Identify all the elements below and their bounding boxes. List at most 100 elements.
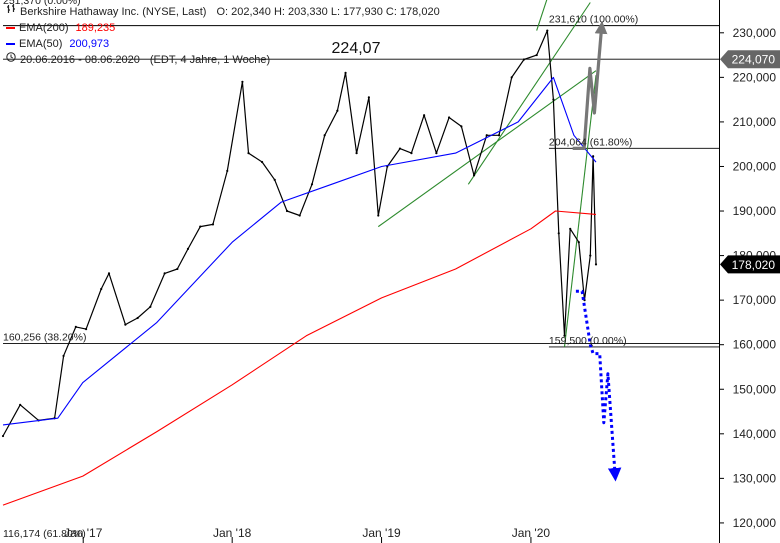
price-point	[298, 214, 301, 217]
y-tick-label: 130,000	[733, 471, 777, 485]
price-point	[136, 316, 139, 320]
chart-legend: Berkshire Hathaway Inc. (NYSE, Last) O: …	[6, 4, 440, 68]
price-point	[273, 178, 276, 181]
price-point	[563, 334, 566, 337]
price-point	[1, 434, 5, 438]
price-point	[435, 152, 438, 155]
legend-ema50-label: EMA(50)	[19, 38, 63, 50]
price-point	[535, 53, 538, 57]
price-point	[410, 152, 413, 155]
annotation-label: 159,500 (0.00%)	[549, 335, 627, 347]
price-point	[149, 305, 152, 308]
price-point	[74, 325, 77, 328]
price-point	[577, 241, 580, 244]
trendline	[536, 0, 548, 31]
price-point	[569, 227, 572, 230]
price-point	[423, 114, 426, 117]
trendline	[563, 75, 597, 347]
price-point	[176, 267, 179, 271]
price-point	[84, 328, 88, 331]
ema200-swatch	[6, 27, 15, 29]
price-point	[107, 272, 111, 275]
annotation-label: 160,256 (38.20%)	[3, 332, 86, 344]
x-tick-label: Jan '19	[362, 526, 401, 540]
y-tick-label: 220,000	[733, 70, 777, 84]
price-point	[594, 263, 598, 266]
bullish-scenario-arrow	[572, 20, 608, 150]
price-point	[247, 152, 250, 155]
price-point	[546, 29, 549, 32]
price-point	[557, 232, 560, 235]
price-point	[589, 254, 592, 257]
annotation-label: 224,07	[332, 40, 381, 57]
legend-ohlc: O: 202,340 H: 203,330 L: 177,930 C: 178,…	[216, 6, 440, 18]
price-point	[497, 134, 501, 137]
legend-ema200-label: EMA(200)	[19, 22, 69, 34]
price-point	[460, 125, 463, 128]
price-point	[241, 80, 244, 83]
trendline	[467, 2, 591, 185]
legend-title-row: Berkshire Hathaway Inc. (NYSE, Last) O: …	[6, 4, 440, 20]
price-line	[2, 30, 597, 437]
y-tick-label: 230,000	[733, 26, 777, 40]
legend-ema50-value: 200,973	[69, 38, 110, 50]
price-point	[199, 225, 202, 228]
price-point	[226, 169, 229, 173]
price-point	[19, 403, 22, 406]
price-point	[447, 116, 451, 119]
price-point	[472, 174, 476, 177]
price-point	[124, 323, 127, 326]
legend-ema50-row: EMA(50) 200,973	[6, 36, 440, 52]
x-tick-label: Jan '18	[213, 526, 252, 540]
annotation-label: 116,174 (61.80%)	[3, 528, 86, 540]
y-tick-label: 150,000	[733, 382, 777, 396]
price-point	[367, 96, 370, 99]
price-point	[211, 223, 215, 226]
y-tick-label: 200,000	[733, 159, 777, 173]
price-point	[377, 214, 380, 217]
ema50-line	[2, 76, 597, 426]
ema50-swatch	[6, 43, 15, 45]
price-tag-label: 178,020	[732, 258, 776, 272]
price-point	[336, 109, 339, 112]
legend-range-row: 20.06.2016 - 08.06.2020 (EDT, 4 Jahre, 1…	[6, 52, 440, 68]
price-tag	[720, 50, 780, 69]
ema200-line	[2, 210, 597, 506]
bearish-scenario-arrow	[575, 289, 622, 482]
annotation-label: 204,064 (61.80%)	[549, 136, 632, 148]
price-point	[163, 272, 166, 275]
x-tick-label: Jan '20	[512, 526, 551, 540]
price-point	[62, 354, 65, 357]
legend-range-info: (EDT, 4 Jahre, 1 Woche)	[149, 54, 271, 66]
price-point	[285, 209, 289, 213]
legend-range: 20.06.2016 - 08.06.2020	[20, 54, 140, 66]
bar-chart-icon	[6, 4, 16, 20]
legend-ema200-row: EMA(200) 189,235	[6, 20, 440, 36]
y-tick-label: 120,000	[733, 516, 777, 530]
legend-title: Berkshire Hathaway Inc. (NYSE, Last)	[20, 6, 207, 18]
price-point	[485, 134, 488, 137]
price-point	[100, 287, 103, 291]
annotation-label: 251,370 (0.00%)	[3, 0, 81, 7]
price-point	[344, 71, 347, 74]
y-tick-label: 160,000	[733, 338, 777, 352]
clock-icon	[6, 52, 16, 68]
price-point	[552, 98, 555, 101]
y-tick-label: 170,000	[733, 293, 777, 307]
price-point	[260, 160, 264, 164]
price-tag	[720, 255, 780, 274]
y-tick-label: 190,000	[733, 204, 777, 218]
price-point	[310, 183, 314, 186]
price-point	[592, 155, 595, 158]
y-tick-label: 140,000	[733, 427, 777, 441]
price-point	[323, 134, 326, 137]
annotation-label: 231,610 (100.00%)	[549, 14, 638, 26]
price-tag-label: 224,070	[732, 53, 776, 67]
price-point	[522, 58, 526, 61]
legend-ema200-value: 189,235	[75, 22, 116, 34]
x-tick-label: Jan '17	[64, 526, 103, 540]
y-tick-label: 210,000	[733, 115, 777, 129]
price-point	[355, 152, 358, 155]
price-point	[398, 147, 402, 150]
